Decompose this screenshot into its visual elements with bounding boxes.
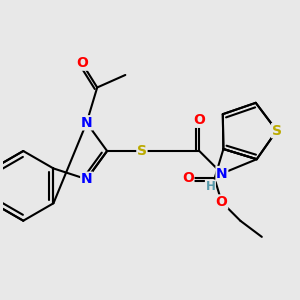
Text: N: N bbox=[81, 116, 92, 130]
Text: S: S bbox=[137, 144, 147, 158]
Text: N: N bbox=[216, 167, 228, 181]
Text: O: O bbox=[76, 56, 88, 70]
Text: O: O bbox=[182, 172, 194, 185]
Text: H: H bbox=[206, 180, 215, 193]
Text: O: O bbox=[194, 113, 205, 127]
Text: S: S bbox=[272, 124, 282, 138]
Text: N: N bbox=[81, 172, 92, 186]
Text: O: O bbox=[216, 195, 228, 209]
